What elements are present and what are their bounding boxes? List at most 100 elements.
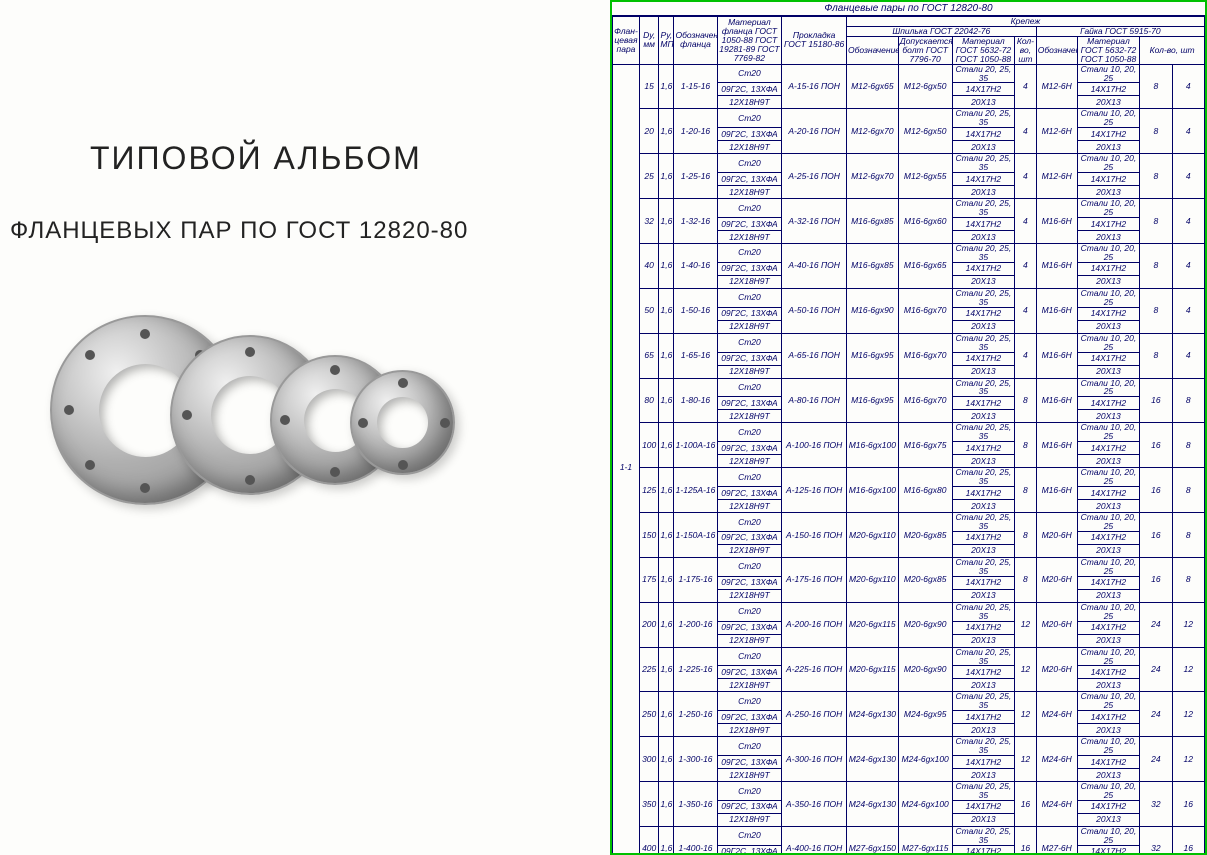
cell-flange-material: Ст20 — [717, 154, 782, 173]
cell-nut-material: Стали 10, 20, 25 — [1077, 64, 1140, 83]
cell-nut-qty-stud: 8 — [1140, 109, 1172, 154]
cell-pu: 1,6 — [659, 378, 674, 423]
cell-pu: 1,6 — [659, 423, 674, 468]
cell-flange-material: 12Х18Н9Т — [717, 813, 782, 826]
cell-flange-desig: 1-150А-16 — [674, 513, 717, 558]
cell-stud-material: Стали 20, 25, 35 — [952, 737, 1015, 756]
cell-gasket: А-150-16 ПОН — [782, 513, 847, 558]
cell-dy: 40 — [639, 243, 658, 288]
hdr-dy: Dу, мм — [639, 17, 658, 65]
cell-dy: 350 — [639, 782, 658, 827]
cell-stud-qty: 16 — [1015, 782, 1037, 827]
cell-flange-material: Ст20 — [717, 737, 782, 756]
cell-stud-material: Стали 20, 25, 35 — [952, 468, 1015, 487]
hdr-fasteners: Крепеж — [846, 17, 1204, 27]
cell-nut-qty-stud: 32 — [1140, 826, 1172, 855]
cell-stud-material: Стали 20, 25, 35 — [952, 378, 1015, 397]
cell-allowed-bolt: М20-6gх90 — [898, 602, 952, 647]
cell-flange-material: 12Х18Н9Т — [717, 275, 782, 288]
cell-stud-material: Стали 20, 25, 35 — [952, 64, 1015, 83]
cell-pu: 1,6 — [659, 64, 674, 109]
cell-stud-material: Стали 20, 25, 35 — [952, 602, 1015, 621]
cell-pu: 1,6 — [659, 513, 674, 558]
cell-nut-material: 14Х17Н2 — [1077, 800, 1140, 813]
cell-flange-material: Ст20 — [717, 288, 782, 307]
cell-allowed-bolt: М20-6gх85 — [898, 513, 952, 558]
cell-nut-qty-stud: 8 — [1140, 154, 1172, 199]
cell-stud-qty: 4 — [1015, 243, 1037, 288]
cell-nut-material: Стали 10, 20, 25 — [1077, 109, 1140, 128]
cell-nut-material: 14Х17Н2 — [1077, 128, 1140, 141]
cell-flange-material: 12Х18Н9Т — [717, 724, 782, 737]
cell-stud-desig: М16-6gх100 — [846, 468, 898, 513]
cell-dy: 25 — [639, 154, 658, 199]
cell-flange-desig: 1-80-16 — [674, 378, 717, 423]
cell-gasket: А-50-16 ПОН — [782, 288, 847, 333]
cell-allowed-bolt: М16-6gх70 — [898, 288, 952, 333]
cell-flange-material: 12Х18Н9Т — [717, 769, 782, 782]
table-row: 651,61-65-16Ст20А-65-16 ПОНМ16-6gх95М16-… — [613, 333, 1205, 352]
cell-pu: 1,6 — [659, 826, 674, 855]
cell-stud-desig: М20-6gх110 — [846, 557, 898, 602]
cell-nut-qty-bolt: 8 — [1172, 378, 1204, 423]
cell-flange-material: Ст20 — [717, 64, 782, 83]
cell-stud-qty: 4 — [1015, 109, 1037, 154]
cell-stud-material: 14Х17Н2 — [952, 352, 1015, 365]
cell-gasket: А-15-16 ПОН — [782, 64, 847, 109]
cell-nut-qty-stud: 16 — [1140, 513, 1172, 558]
cell-pu: 1,6 — [659, 557, 674, 602]
cell-allowed-bolt: М20-6gх90 — [898, 647, 952, 692]
cell-gasket: А-65-16 ПОН — [782, 333, 847, 378]
cell-nut-material: 20Х13 — [1077, 320, 1140, 333]
table-row: 501,61-50-16Ст20А-50-16 ПОНМ16-6gх90М16-… — [613, 288, 1205, 307]
cell-flange-desig: 1-400-16 — [674, 826, 717, 855]
table-body: 1-1151,61-15-16Ст20А-15-16 ПОНМ12-6gх65М… — [613, 64, 1205, 855]
cell-nut-qty-bolt: 4 — [1172, 199, 1204, 244]
cell-nut-qty-bolt: 12 — [1172, 692, 1204, 737]
cell-nut-material: 20Х13 — [1077, 500, 1140, 513]
cell-nut-material: 14Х17Н2 — [1077, 531, 1140, 544]
cell-flange-material: 09Г2С, 13ХФА — [717, 576, 782, 589]
cell-pu: 1,6 — [659, 737, 674, 782]
cell-flange-material: 12Х18Н9Т — [717, 589, 782, 602]
cell-stud-qty: 8 — [1015, 423, 1037, 468]
cell-stud-material: 14Х17Н2 — [952, 173, 1015, 186]
cell-flange-material: 12Х18Н9Т — [717, 455, 782, 468]
table-row: 2251,61-225-16Ст20А-225-16 ПОНМ20-6gх115… — [613, 647, 1205, 666]
cell-nut-qty-bolt: 4 — [1172, 109, 1204, 154]
cell-nut-material: Стали 10, 20, 25 — [1077, 692, 1140, 711]
cell-flange-desig: 1-125А-16 — [674, 468, 717, 513]
cell-nut-material: 20Х13 — [1077, 724, 1140, 737]
cell-flange-material: 09Г2С, 13ХФА — [717, 845, 782, 855]
cell-stud-desig: М12-6gх70 — [846, 109, 898, 154]
cell-flange-desig: 1-250-16 — [674, 692, 717, 737]
cell-stud-material: Стали 20, 25, 35 — [952, 692, 1015, 711]
cell-nut-desig: М27-6Н — [1036, 826, 1077, 855]
cell-flange-desig: 1-25-16 — [674, 154, 717, 199]
cell-flange-material: Ст20 — [717, 333, 782, 352]
table-row: 2501,61-250-16Ст20А-250-16 ПОНМ24-6gх130… — [613, 692, 1205, 711]
cell-flange-material: 09Г2С, 13ХФА — [717, 262, 782, 275]
cell-stud-material: 20Х13 — [952, 230, 1015, 243]
cell-stud-material: 14Х17Н2 — [952, 666, 1015, 679]
cell-nut-material: Стали 10, 20, 25 — [1077, 199, 1140, 218]
cell-gasket: А-250-16 ПОН — [782, 692, 847, 737]
cell-nut-material: 14Х17Н2 — [1077, 217, 1140, 230]
cell-flange-desig: 1-100А-16 — [674, 423, 717, 468]
cell-dy: 225 — [639, 647, 658, 692]
cell-stud-desig: М12-6gх65 — [846, 64, 898, 109]
cell-allowed-bolt: М16-6gх70 — [898, 333, 952, 378]
cell-nut-desig: М16-6Н — [1036, 333, 1077, 378]
cell-nut-qty-stud: 24 — [1140, 602, 1172, 647]
cell-nut-qty-bolt: 8 — [1172, 468, 1204, 513]
cell-nut-desig: М12-6Н — [1036, 154, 1077, 199]
cell-gasket: А-100-16 ПОН — [782, 423, 847, 468]
cell-stud-material: 20Х13 — [952, 365, 1015, 378]
cell-flange-pair: 1-1 — [613, 64, 640, 855]
cell-stud-material: 20Х13 — [952, 500, 1015, 513]
cell-dy: 50 — [639, 288, 658, 333]
cell-gasket: А-175-16 ПОН — [782, 557, 847, 602]
cell-nut-qty-bolt: 8 — [1172, 557, 1204, 602]
cell-stud-qty: 4 — [1015, 64, 1037, 109]
cell-nut-material: 20Х13 — [1077, 455, 1140, 468]
